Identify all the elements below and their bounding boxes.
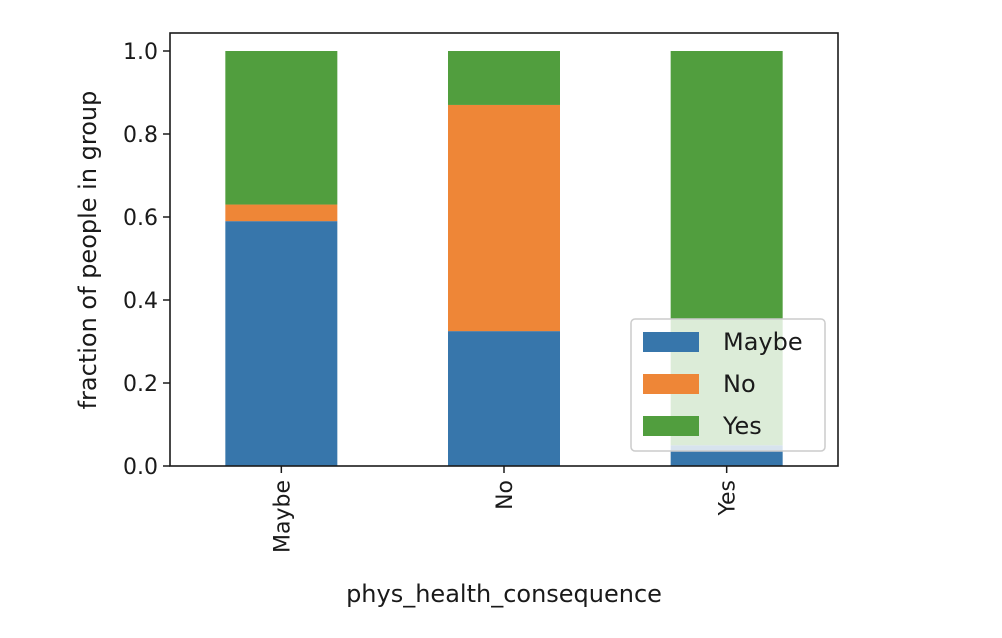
x-axis-label: phys_health_consequence (346, 580, 662, 608)
bar-maybe-no (225, 204, 338, 222)
bar-maybe-maybe (225, 221, 338, 466)
x-tick-label: No (493, 480, 518, 510)
bar-maybe-yes (225, 51, 338, 205)
y-tick-label: 0.0 (123, 455, 158, 480)
y-tick-label: 0.6 (123, 206, 158, 231)
legend: Maybe No Yes (630, 318, 826, 452)
bar-no-yes (448, 51, 560, 105)
legend-swatch-no (643, 374, 699, 394)
bar-no-no (448, 104, 560, 332)
x-tick-label: Maybe (270, 480, 295, 553)
y-axis-label: fraction of people in group (74, 91, 102, 410)
x-tick-label: Yes (716, 480, 741, 517)
bar-no-maybe (448, 331, 560, 466)
ticks-layer: 0.0 0.2 0.4 0.6 0.8 1.0 Maybe No Yes (123, 40, 741, 553)
legend-swatch-maybe (643, 332, 699, 352)
legend-swatch-yes (643, 416, 699, 436)
legend-label-no: No (723, 370, 756, 398)
y-tick-label: 0.8 (123, 123, 158, 148)
y-tick-label: 0.2 (123, 372, 158, 397)
legend-label-maybe: Maybe (723, 328, 803, 356)
y-tick-label: 1.0 (123, 40, 158, 65)
y-tick-label: 0.4 (123, 289, 158, 314)
legend-label-yes: Yes (722, 412, 762, 440)
